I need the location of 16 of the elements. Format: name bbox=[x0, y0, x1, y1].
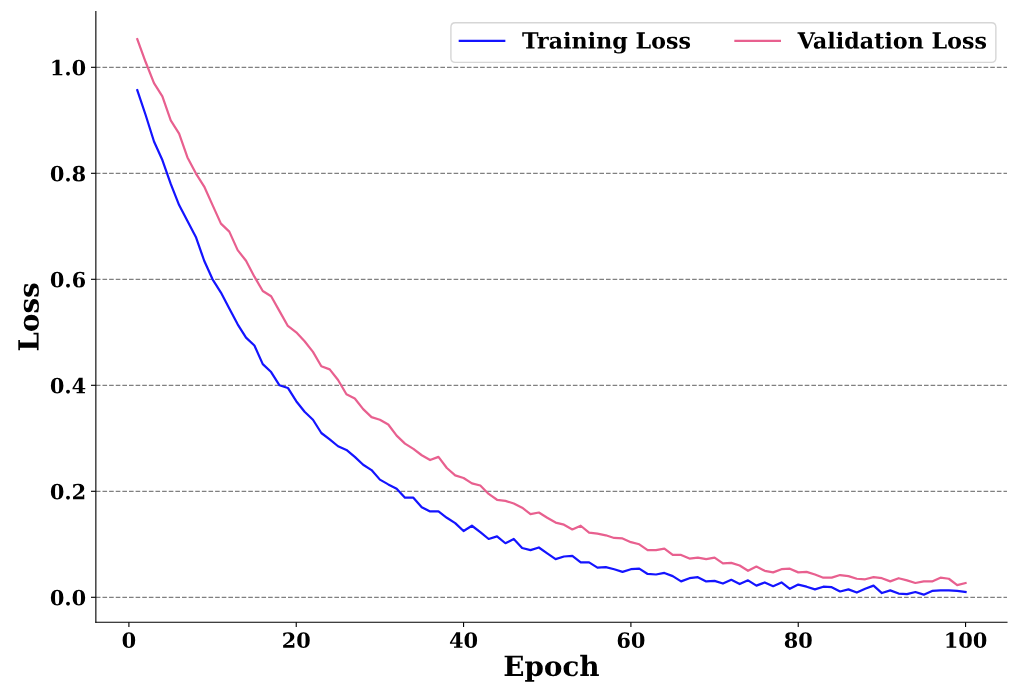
x-tick-label: 0 bbox=[122, 632, 136, 649]
x-tick-label: 80 bbox=[784, 632, 812, 649]
x-tick-label: 60 bbox=[617, 632, 645, 649]
y-tick-label: 0.4 bbox=[50, 377, 86, 394]
x-tick-label: 40 bbox=[449, 632, 478, 649]
y-tick-label: 0.0 bbox=[50, 589, 86, 606]
legend-label: Validation Loss bbox=[797, 31, 987, 49]
x-tick-label: 20 bbox=[283, 632, 310, 649]
y-tick-label: 0.2 bbox=[50, 483, 85, 500]
y-tick-label: 1.0 bbox=[52, 59, 86, 76]
y-tick-label: 0.6 bbox=[50, 271, 86, 288]
y-axis-title: Loss bbox=[18, 283, 39, 351]
y-tick-label: 0.8 bbox=[50, 165, 86, 182]
legend-label: Training Loss bbox=[522, 31, 691, 54]
x-tick-label: 100 bbox=[946, 632, 987, 649]
x-axis-title: Epoch bbox=[504, 654, 599, 682]
